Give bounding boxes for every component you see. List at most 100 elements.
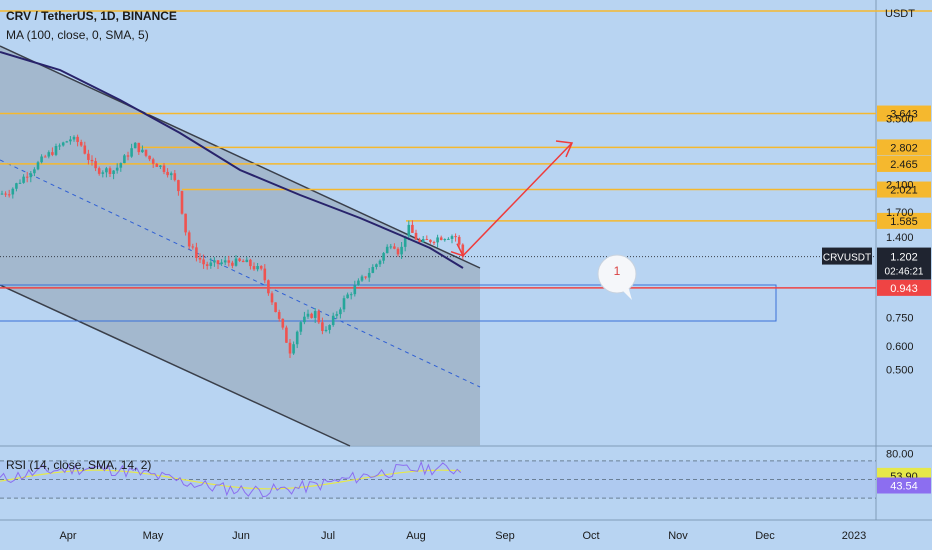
candle bbox=[72, 135, 76, 142]
candle-body bbox=[126, 155, 130, 157]
candle bbox=[259, 265, 263, 271]
candle-body bbox=[133, 142, 137, 149]
candle-body bbox=[310, 313, 313, 318]
candle bbox=[400, 241, 403, 259]
candle bbox=[101, 170, 105, 178]
candle bbox=[87, 149, 90, 165]
candle bbox=[187, 230, 191, 250]
x-tick-label: Sep bbox=[495, 530, 515, 542]
candle-body bbox=[342, 298, 346, 310]
candle bbox=[25, 171, 29, 183]
candle-body bbox=[29, 173, 33, 178]
candle bbox=[195, 242, 198, 262]
candle-body bbox=[202, 259, 205, 265]
candle bbox=[223, 256, 227, 266]
candle bbox=[249, 258, 252, 270]
candle bbox=[414, 229, 418, 241]
candle bbox=[123, 154, 126, 164]
candle-body bbox=[141, 149, 144, 153]
channel-midline bbox=[0, 159, 481, 388]
candle-body bbox=[407, 224, 411, 237]
candle bbox=[90, 155, 94, 166]
y-tick-label: 2.100 bbox=[886, 180, 914, 192]
candle-body bbox=[61, 142, 65, 146]
candle-body bbox=[83, 145, 87, 154]
symbol-tag-label: CRVUSDT bbox=[823, 253, 871, 264]
candle bbox=[137, 142, 141, 155]
candle-body bbox=[97, 168, 101, 174]
rsi-line bbox=[0, 460, 462, 498]
candle-body bbox=[11, 188, 15, 195]
candle-body bbox=[274, 302, 277, 313]
candle-body bbox=[331, 315, 335, 326]
candle-body bbox=[393, 246, 396, 249]
candle bbox=[213, 257, 216, 267]
candle-body bbox=[421, 239, 425, 242]
candle-body bbox=[187, 232, 191, 247]
candle-body bbox=[177, 180, 180, 192]
candles-group bbox=[0, 134, 465, 358]
candle bbox=[198, 253, 202, 264]
candle-body bbox=[40, 156, 43, 163]
countdown-label: 02:46:21 bbox=[885, 267, 924, 278]
candle-body bbox=[429, 239, 432, 243]
candle-body bbox=[299, 322, 303, 332]
candle-body bbox=[295, 331, 299, 345]
candle bbox=[119, 162, 123, 172]
candle bbox=[342, 295, 346, 313]
symbol-tag bbox=[822, 247, 872, 265]
candle bbox=[382, 251, 385, 264]
candle bbox=[393, 243, 396, 250]
support-price-tag bbox=[877, 279, 931, 296]
candle bbox=[389, 243, 393, 250]
candle bbox=[313, 308, 317, 324]
candle bbox=[83, 141, 87, 155]
candle-body bbox=[306, 313, 310, 317]
candle bbox=[234, 255, 238, 267]
candle-body bbox=[94, 161, 97, 169]
candle bbox=[115, 163, 119, 174]
candle-body bbox=[36, 162, 40, 170]
candle-body bbox=[22, 176, 25, 183]
candle bbox=[191, 243, 195, 250]
candle bbox=[169, 171, 173, 181]
candle-body bbox=[385, 246, 389, 254]
candle-body bbox=[65, 141, 69, 143]
candle-body bbox=[220, 262, 223, 264]
candle bbox=[447, 237, 450, 240]
candle bbox=[339, 307, 342, 319]
x-tick-label: Dec bbox=[755, 530, 775, 542]
candle-body bbox=[0, 193, 4, 195]
candle-body bbox=[263, 268, 267, 281]
x-tick-label: Jun bbox=[232, 530, 250, 542]
candle bbox=[385, 244, 389, 254]
candle bbox=[274, 302, 277, 313]
annotation-text: 1 bbox=[614, 264, 621, 278]
candle bbox=[328, 324, 331, 334]
candle-body bbox=[389, 246, 393, 248]
candle bbox=[151, 157, 155, 168]
candle bbox=[216, 259, 220, 270]
candle-body bbox=[241, 260, 245, 263]
candle-body bbox=[317, 311, 321, 323]
candle bbox=[144, 149, 148, 158]
candle-body bbox=[360, 276, 364, 281]
candle-body bbox=[364, 276, 367, 278]
x-tick-label: Apr bbox=[59, 530, 76, 542]
candle-body bbox=[324, 329, 328, 331]
support-box bbox=[0, 284, 777, 322]
candle bbox=[432, 240, 436, 245]
candle-body bbox=[382, 253, 385, 261]
candle-body bbox=[457, 236, 461, 245]
candle bbox=[263, 264, 267, 284]
candle bbox=[54, 143, 58, 157]
level-price-tag bbox=[877, 105, 931, 122]
candle-body bbox=[227, 260, 231, 263]
candle bbox=[79, 139, 83, 147]
candle-body bbox=[130, 148, 133, 157]
candle bbox=[364, 276, 367, 280]
candle-body bbox=[223, 260, 227, 263]
candle-body bbox=[436, 237, 439, 243]
y-tick-label: 0.750 bbox=[886, 312, 914, 324]
